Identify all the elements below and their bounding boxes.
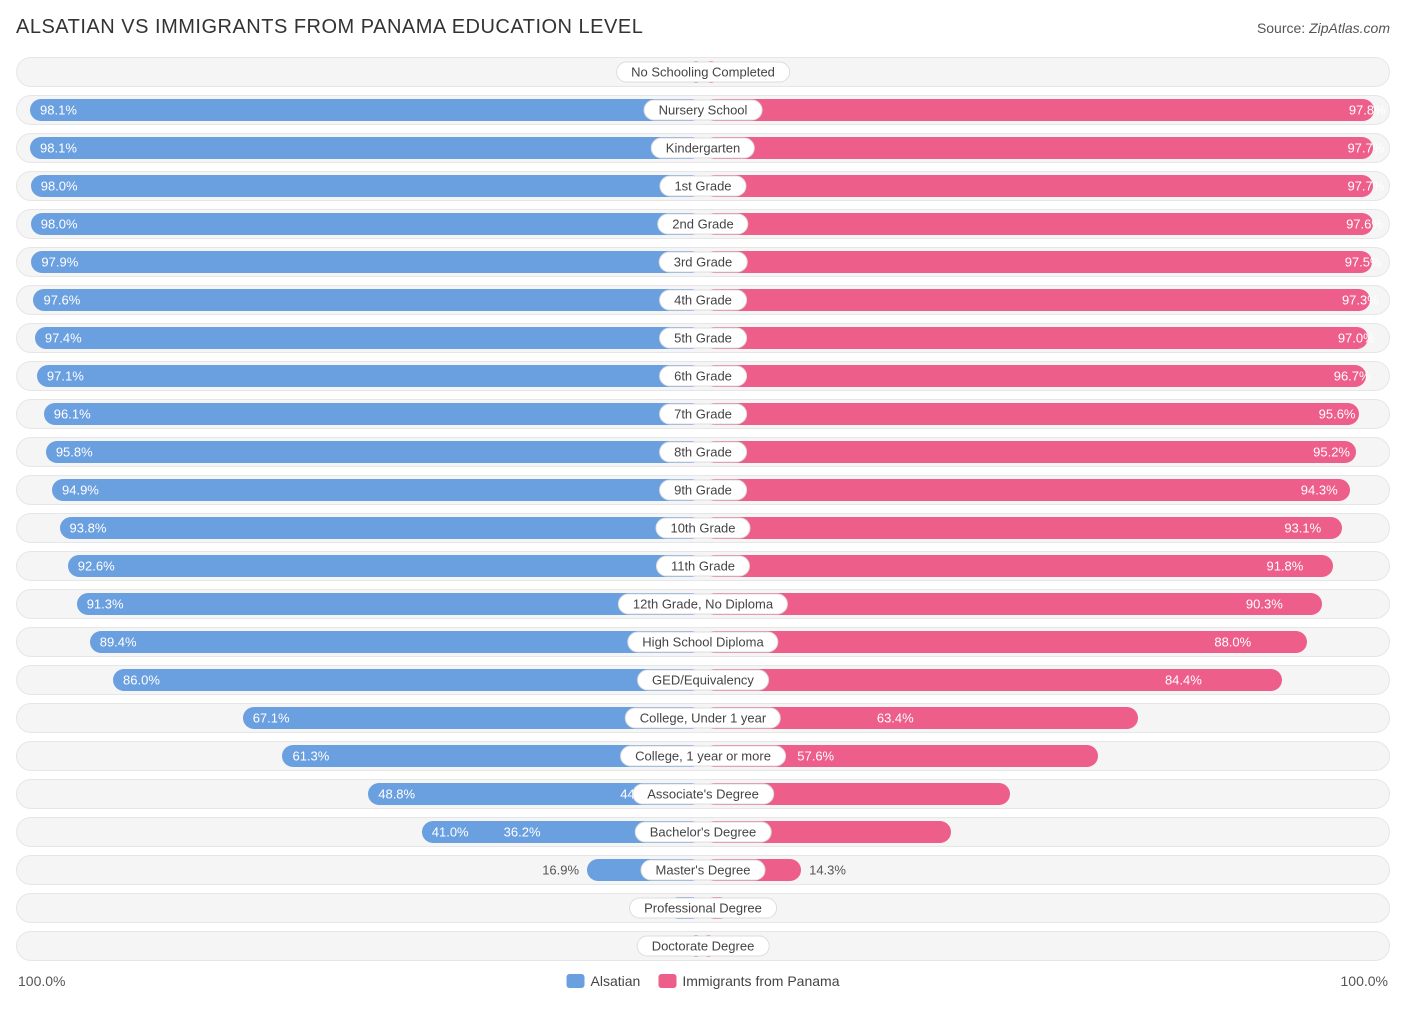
bar-alsatian: [31, 213, 703, 235]
chart-row: 97.1%96.7%6th Grade: [16, 361, 1390, 391]
chart-row: 97.6%97.3%4th Grade: [16, 285, 1390, 315]
legend-item-panama: Immigrants from Panama: [658, 973, 839, 989]
source-name: ZipAtlas.com: [1309, 20, 1390, 36]
chart-title: ALSATIAN VS IMMIGRANTS FROM PANAMA EDUCA…: [16, 16, 643, 39]
category-pill: 3rd Grade: [659, 252, 748, 273]
bar-alsatian: [60, 517, 703, 539]
chart-row: 86.0%84.4%GED/Equivalency: [16, 665, 1390, 695]
category-pill: 11th Grade: [656, 556, 750, 577]
bar-panama: [703, 517, 1342, 539]
bar-alsatian: [113, 669, 703, 691]
diverging-bar-chart: 2.0%2.3%No Schooling Completed 98.1%97.8%…: [16, 57, 1390, 961]
category-pill: Bachelor's Degree: [635, 822, 772, 843]
chart-row: 98.0%97.7%1st Grade: [16, 171, 1390, 201]
chart-row: 95.8%95.2%8th Grade: [16, 437, 1390, 467]
category-pill: 10th Grade: [655, 518, 750, 539]
category-pill: GED/Equivalency: [637, 670, 769, 691]
category-pill: 7th Grade: [659, 404, 747, 425]
chart-row: 97.9%97.5%3rd Grade: [16, 247, 1390, 277]
bar-alsatian: [31, 251, 703, 273]
bar-alsatian: [33, 289, 703, 311]
category-pill: Doctorate Degree: [637, 936, 770, 957]
category-pill: High School Diploma: [627, 632, 778, 653]
legend: Alsatian Immigrants from Panama: [567, 973, 840, 989]
bar-alsatian: [77, 593, 703, 615]
chart-row: 89.4%88.0%High School Diploma: [16, 627, 1390, 657]
category-pill: Associate's Degree: [632, 784, 774, 805]
bar-alsatian: [30, 99, 703, 121]
bar-alsatian: [31, 175, 703, 197]
bar-panama: [703, 99, 1374, 121]
bar-panama: [703, 289, 1370, 311]
bar-alsatian: [35, 327, 703, 349]
bar-alsatian: [90, 631, 703, 653]
bar-panama: [703, 403, 1359, 425]
category-pill: 4th Grade: [659, 290, 747, 311]
bar-panama: [703, 555, 1333, 577]
bar-alsatian: [52, 479, 703, 501]
category-pill: No Schooling Completed: [616, 62, 790, 83]
legend-swatch-alsatian: [567, 974, 585, 988]
category-pill: Kindergarten: [651, 138, 755, 159]
chart-row: 48.8%44.7%Associate's Degree: [16, 779, 1390, 809]
chart-footer: 100.0% Alsatian Immigrants from Panama 1…: [16, 969, 1390, 993]
chart-row: 16.9% 14.3% Master's Degree: [16, 855, 1390, 885]
category-pill: 9th Grade: [659, 480, 747, 501]
category-pill: 2nd Grade: [657, 214, 748, 235]
category-pill: Professional Degree: [629, 898, 777, 919]
chart-row: 91.3%90.3%12th Grade, No Diploma: [16, 589, 1390, 619]
chart-row: 98.1%97.7%Kindergarten: [16, 133, 1390, 163]
bar-alsatian: [37, 365, 703, 387]
bar-alsatian: [68, 555, 703, 577]
chart-row: 97.4%97.0%5th Grade: [16, 323, 1390, 353]
chart-row: 96.1%95.6%7th Grade: [16, 399, 1390, 429]
axis-label-right: 100.0%: [1341, 973, 1388, 989]
bar-alsatian: [46, 441, 703, 463]
category-pill: 5th Grade: [659, 328, 747, 349]
category-pill: 12th Grade, No Diploma: [618, 594, 788, 615]
category-pill: College, 1 year or more: [620, 746, 786, 767]
chart-row: 2.1%1.6%Doctorate Degree: [16, 931, 1390, 961]
legend-swatch-panama: [658, 974, 676, 988]
category-pill: Nursery School: [644, 100, 763, 121]
bar-alsatian: [30, 137, 703, 159]
chart-row: 67.1%63.4%College, Under 1 year: [16, 703, 1390, 733]
bar-panama: [703, 137, 1373, 159]
category-pill: Master's Degree: [641, 860, 766, 881]
bar-panama: [703, 631, 1307, 653]
chart-row: 94.9%94.3%9th Grade: [16, 475, 1390, 505]
chart-row: 41.0%36.2%Bachelor's Degree: [16, 817, 1390, 847]
source-attribution: Source: ZipAtlas.com: [1257, 20, 1390, 36]
bar-panama: [703, 251, 1372, 273]
chart-row: 98.1%97.8%Nursery School: [16, 95, 1390, 125]
category-pill: College, Under 1 year: [625, 708, 781, 729]
chart-row: 93.8%93.1%10th Grade: [16, 513, 1390, 543]
legend-item-alsatian: Alsatian: [567, 973, 641, 989]
bar-label-alsatian: 16.9%: [542, 863, 579, 878]
chart-row: 5.2%4.1%Professional Degree: [16, 893, 1390, 923]
bar-panama: [703, 327, 1368, 349]
axis-label-left: 100.0%: [18, 973, 65, 989]
bar-panama: [703, 365, 1366, 387]
category-pill: 1st Grade: [659, 176, 746, 197]
category-pill: 6th Grade: [659, 366, 747, 387]
bar-panama: [703, 669, 1282, 691]
bar-label-panama: 14.3%: [809, 863, 846, 878]
bar-panama: [703, 593, 1322, 615]
legend-label-alsatian: Alsatian: [591, 973, 641, 989]
category-pill: 8th Grade: [659, 442, 747, 463]
header: ALSATIAN VS IMMIGRANTS FROM PANAMA EDUCA…: [16, 16, 1390, 39]
bar-panama: [703, 213, 1373, 235]
chart-row: 61.3%57.6%College, 1 year or more: [16, 741, 1390, 771]
chart-row: 2.0%2.3%No Schooling Completed: [16, 57, 1390, 87]
bar-alsatian: [44, 403, 703, 425]
source-label: Source:: [1257, 20, 1305, 36]
bar-panama: [703, 175, 1373, 197]
chart-row: 92.6%91.8%11th Grade: [16, 551, 1390, 581]
legend-label-panama: Immigrants from Panama: [682, 973, 839, 989]
chart-row: 98.0%97.6%2nd Grade: [16, 209, 1390, 239]
bar-panama: [703, 441, 1356, 463]
bar-panama: [703, 479, 1350, 501]
